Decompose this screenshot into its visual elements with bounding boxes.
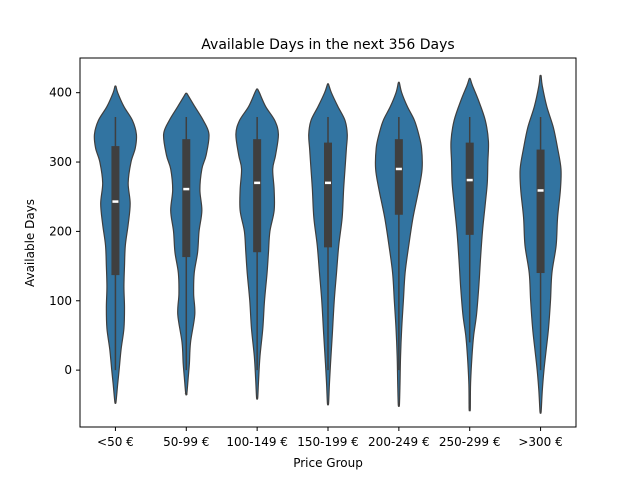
violin-iqr-box — [324, 142, 332, 248]
violin-group-2 — [162, 92, 210, 396]
violin-iqr-box — [536, 149, 545, 274]
violins-layer — [93, 74, 562, 414]
y-tick-label: 300 — [49, 155, 72, 169]
x-tick-label: >300 € — [518, 435, 562, 449]
x-tick-label: <50 € — [97, 435, 134, 449]
x-tick-label: 200-249 € — [368, 435, 430, 449]
y-axis-label: Available Days — [23, 199, 37, 287]
violin-iqr-box — [111, 146, 120, 276]
x-tick-label: 50-99 € — [163, 435, 209, 449]
y-tick-label: 0 — [64, 363, 72, 377]
violin-iqr-box — [465, 142, 474, 235]
x-tick-label: 250-299 € — [439, 435, 501, 449]
y-tick-label: 100 — [49, 294, 72, 308]
violin-group-7 — [519, 74, 562, 414]
x-axis: <50 € 50-99 € 100-149 € 150-199 € 200-249 € 2… — [97, 427, 563, 449]
violin-iqr-box — [182, 139, 191, 258]
violin-group-5 — [374, 81, 423, 407]
y-tick-label: 400 — [49, 86, 72, 100]
violin-iqr-box — [253, 139, 262, 253]
x-axis-label: Price Group — [293, 456, 363, 470]
chart-title: Available Days in the next 356 Days — [201, 37, 454, 53]
y-tick-label: 200 — [49, 224, 72, 238]
x-tick-label: 150-199 € — [297, 435, 359, 449]
violin-group-1 — [93, 85, 138, 404]
violin-group-3 — [235, 88, 280, 400]
violin-iqr-box — [394, 139, 403, 215]
violin-group-4 — [308, 83, 348, 406]
y-axis: 0 100 200 300 400 — [49, 86, 80, 377]
violin-group-6 — [450, 77, 490, 412]
x-tick-label: 100-149 € — [226, 435, 288, 449]
